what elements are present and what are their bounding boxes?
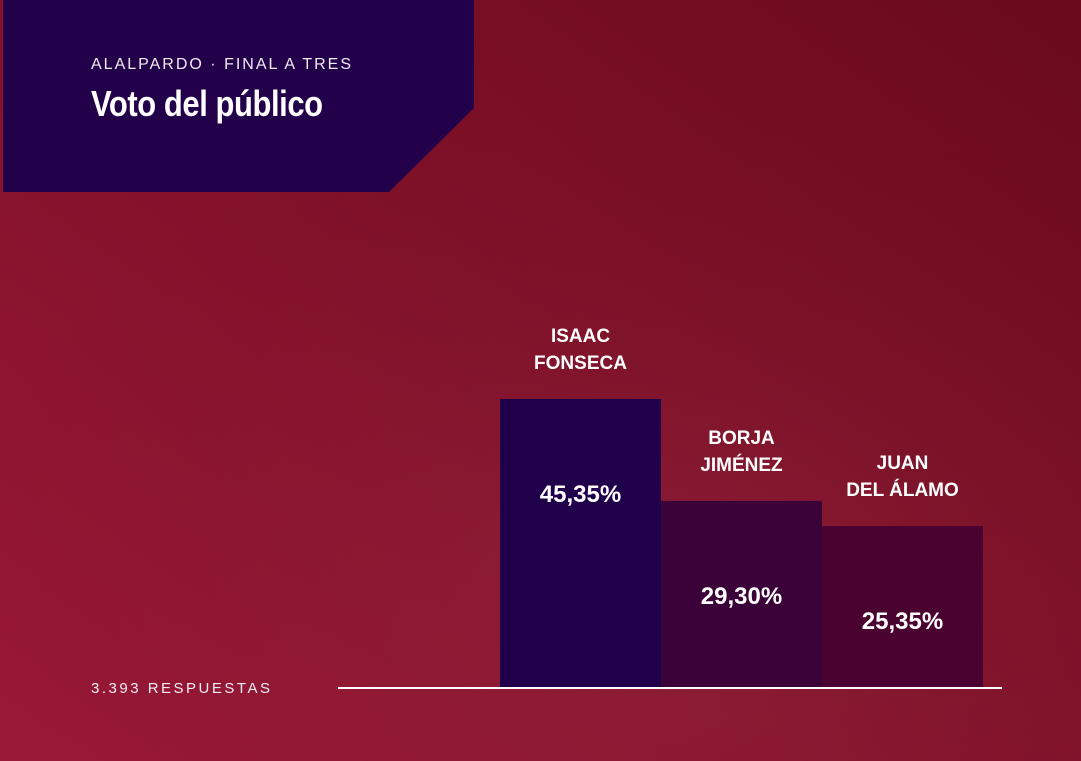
- bar-value-label-3: 25,35%: [862, 608, 943, 635]
- bar-value-label-1: 45,35%: [540, 481, 621, 508]
- category-label-1-line-2: FONSECA: [534, 353, 627, 374]
- category-label-2-line-1: BORJA: [708, 428, 775, 449]
- bar-3: [822, 526, 983, 687]
- responses-count: 3.393 RESPUESTAS: [91, 680, 273, 697]
- category-label-2-line-2: JIMÉNEZ: [700, 454, 783, 476]
- category-label-1-line-1: ISAAC: [551, 326, 610, 347]
- header-panel: [3, 0, 474, 192]
- chart-title: Voto del público: [91, 83, 323, 124]
- bar-1: [500, 399, 661, 687]
- bar-value-label-2: 29,30%: [701, 583, 782, 610]
- category-label-3-line-1: JUAN: [877, 453, 929, 474]
- category-label-3-line-2: DEL ÁLAMO: [846, 479, 959, 501]
- bar-2: [661, 500, 822, 687]
- chart-kicker: ALALPARDO · FINAL A TRES: [91, 56, 353, 73]
